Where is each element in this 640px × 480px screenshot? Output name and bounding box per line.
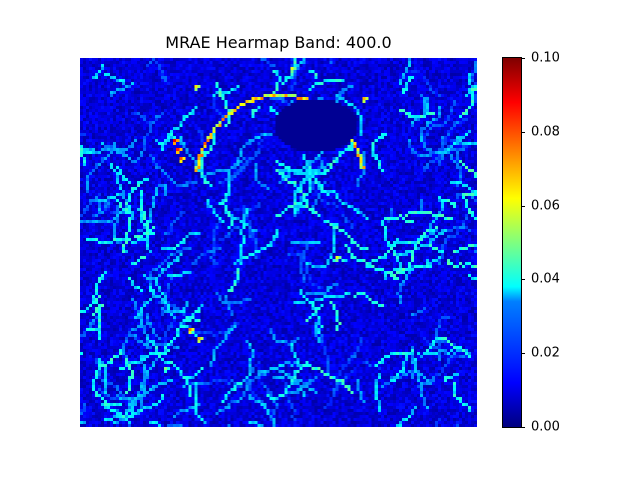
chart-title: MRAE Hearmap Band: 400.0 [165,33,392,52]
colorbar-tick [521,279,525,281]
colorbar-tick-label: 0.04 [531,271,560,287]
colorbar-tick-label: 0.08 [531,124,560,140]
colorbar-tick-label: 0.02 [531,345,560,361]
colorbar-tick [521,205,525,207]
heatmap-image [80,58,477,427]
colorbar-tick-label: 0.10 [531,50,560,66]
colorbar [502,57,522,428]
colorbar-tick [521,353,525,355]
colorbar-tick [521,58,525,59]
colorbar-tick [521,131,525,133]
colorbar-tick [521,427,525,428]
colorbar-ticks: 0.00 0.02 0.04 0.06 0.08 0.10 [521,0,621,480]
colorbar-tick-label: 0.00 [531,419,560,435]
colorbar-tick-label: 0.06 [531,198,560,214]
